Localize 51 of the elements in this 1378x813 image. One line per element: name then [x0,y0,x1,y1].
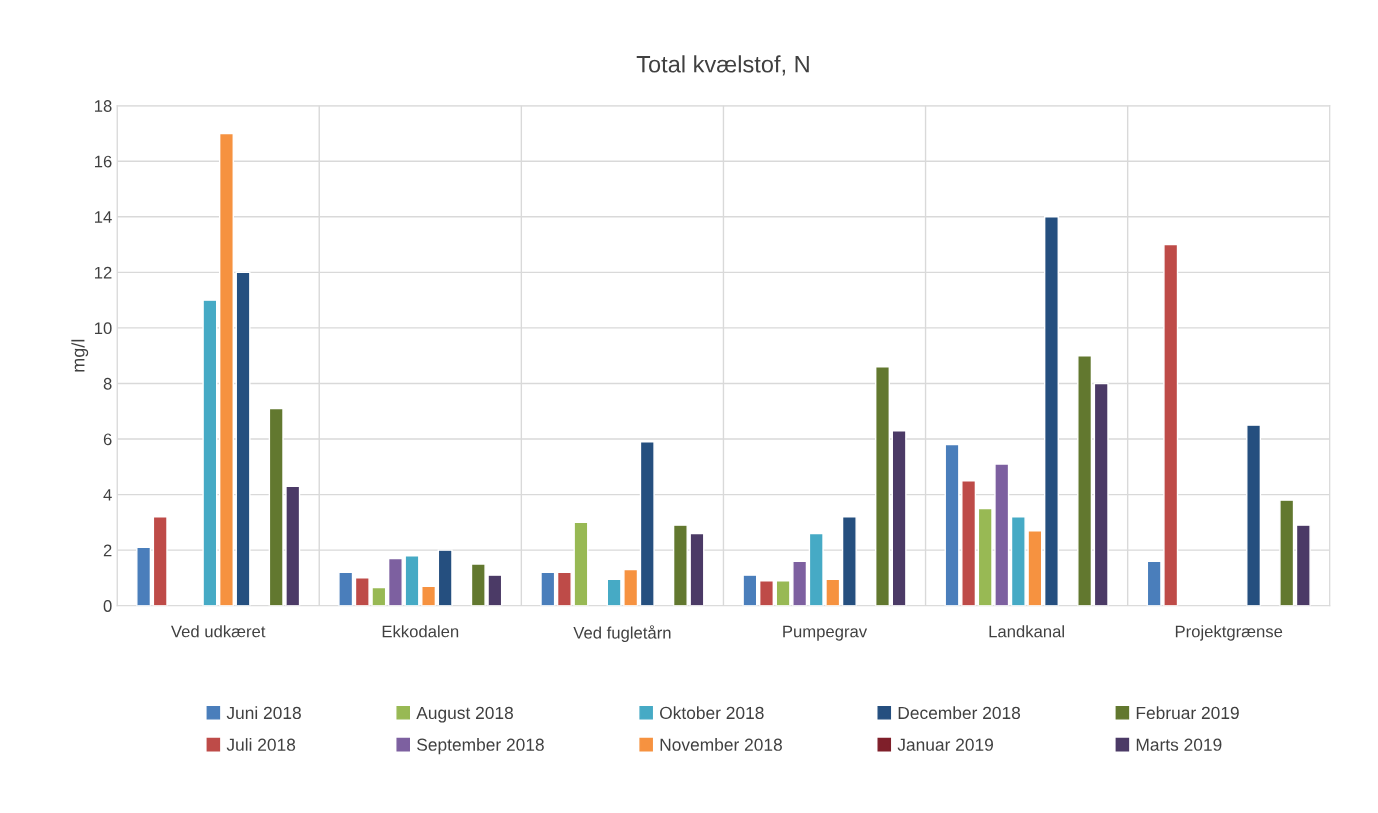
chart-title: Total kvælstof, N [636,55,809,76]
legend-label: September 2018 [417,738,544,755]
y-tick-label: 10 [95,322,112,335]
y-tick-label: 6 [103,433,112,446]
bar [218,132,234,606]
y-axis-title: mg/l [71,339,89,372]
y-tick-label: 12 [95,266,112,279]
bar [1077,354,1093,606]
y-tick-label: 8 [103,377,112,390]
x-tick-label: Ved fugletårn [573,625,671,643]
bar [639,441,655,606]
bar [742,574,758,606]
x-tick-label: Projektgrænse [1175,625,1283,641]
bar [540,571,556,606]
legend-label: November 2018 [660,738,782,751]
bar [841,516,857,606]
bar [891,429,907,606]
legend-label: Juni 2018 [226,706,301,720]
bar [421,585,437,606]
bar [1093,382,1109,606]
bar [1295,524,1311,606]
legend-label: Januar 2019 [897,738,993,751]
bar [1043,216,1059,606]
y-tick-label: 0 [103,600,112,612]
bar [1246,424,1262,606]
legend-label: December 2018 [898,706,1021,720]
bar [875,366,890,606]
bar [202,299,218,606]
legend-label: Oktober 2018 [660,706,764,720]
legend-label: Marts 2019 [1136,738,1222,751]
y-tick-label: 18 [95,100,112,112]
bar [437,549,453,606]
bar [338,571,354,606]
bar [759,579,774,606]
y-tick-label: 4 [103,489,112,501]
y-tick-label: 16 [95,155,112,168]
bar [152,516,168,606]
x-tick-label: Ved udkæret [171,625,266,638]
legend-label: Juli 2018 [226,738,296,751]
y-tick-label: 14 [95,211,112,223]
bar [136,546,152,606]
legend-label: Februar 2019 [1136,706,1239,720]
bar [404,554,420,606]
x-tick-label: Pumpegrav [783,625,868,641]
y-tick-label: 2 [103,544,112,557]
bar [235,271,251,606]
legend-label: August 2018 [416,706,513,723]
bar [387,557,403,606]
x-tick-label: Ekkodalen [382,625,459,638]
x-tick-label: Landkanal [989,625,1064,638]
bar [1279,499,1295,606]
